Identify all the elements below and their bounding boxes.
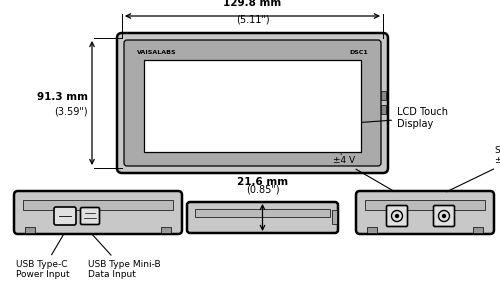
Bar xyxy=(381,105,386,114)
FancyBboxPatch shape xyxy=(434,205,454,227)
Text: SMB Output
±4 V: SMB Output ±4 V xyxy=(446,146,500,192)
Bar xyxy=(367,227,377,233)
Circle shape xyxy=(442,215,446,218)
Bar xyxy=(161,227,171,233)
Text: (5.11"): (5.11") xyxy=(236,15,270,25)
FancyBboxPatch shape xyxy=(124,40,381,166)
Bar xyxy=(25,227,35,233)
Text: LCD Touch
Display: LCD Touch Display xyxy=(356,107,448,129)
Text: USB Type Mini-B
Data Input: USB Type Mini-B Data Input xyxy=(88,234,160,279)
Text: USB Type-C
Power Input: USB Type-C Power Input xyxy=(16,235,70,279)
Text: (3.59"): (3.59") xyxy=(54,106,88,116)
Bar xyxy=(365,200,485,210)
FancyBboxPatch shape xyxy=(54,207,76,225)
FancyBboxPatch shape xyxy=(386,205,407,227)
Bar xyxy=(473,227,483,233)
FancyBboxPatch shape xyxy=(356,191,494,234)
FancyBboxPatch shape xyxy=(14,191,182,234)
Text: 91.3 mm: 91.3 mm xyxy=(37,92,88,102)
Text: 129.8 mm: 129.8 mm xyxy=(224,0,282,8)
FancyBboxPatch shape xyxy=(187,202,338,233)
Bar xyxy=(332,210,337,224)
Text: DSC1: DSC1 xyxy=(349,50,368,55)
Bar xyxy=(195,209,330,217)
Circle shape xyxy=(396,215,398,218)
Text: 21.6 mm: 21.6 mm xyxy=(237,177,288,187)
Bar xyxy=(23,200,173,210)
Text: SMB Input
±4 V: SMB Input ±4 V xyxy=(309,146,394,191)
Bar xyxy=(381,91,386,100)
Text: VAISALABS: VAISALABS xyxy=(137,50,176,55)
FancyBboxPatch shape xyxy=(80,208,100,225)
FancyBboxPatch shape xyxy=(117,33,388,173)
Text: (0.85"): (0.85") xyxy=(246,185,280,195)
Bar xyxy=(144,60,361,152)
